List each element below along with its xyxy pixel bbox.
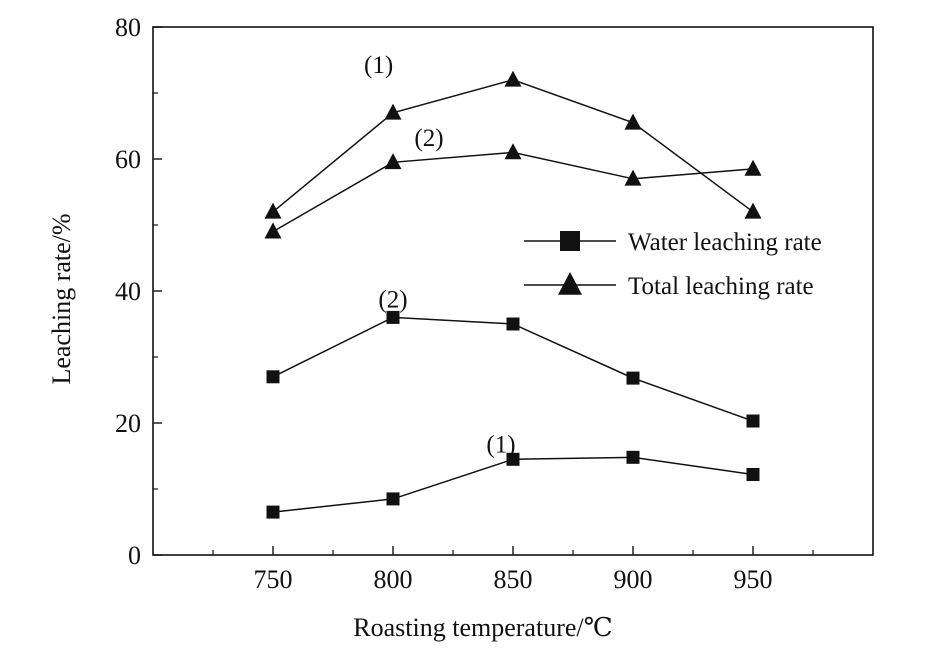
triangle-marker xyxy=(504,70,522,87)
square-marker xyxy=(746,467,760,481)
triangle-marker xyxy=(264,202,282,219)
series-line-1 xyxy=(272,316,754,422)
triangle-marker xyxy=(384,153,402,170)
x-axis-ticks: 750 800 850 900 950 xyxy=(212,546,814,594)
x-tick-label: 800 xyxy=(374,565,413,594)
annotations: (1) (2) (2) (1) xyxy=(364,52,516,459)
x-tick-label: 850 xyxy=(494,565,533,594)
square-marker xyxy=(626,371,640,385)
legend: Water leaching rate Total leaching rate xyxy=(524,229,822,300)
square-marker xyxy=(266,505,280,519)
series-line-3 xyxy=(272,151,754,233)
triangle-marker xyxy=(624,113,642,130)
y-tick-label: 0 xyxy=(128,541,141,570)
y-tick-label: 20 xyxy=(115,409,141,438)
square-marker xyxy=(626,450,640,464)
triangle-marker xyxy=(624,169,642,186)
series-annotation: (2) xyxy=(378,287,407,314)
square-marker xyxy=(386,310,400,324)
triangle-marker xyxy=(504,143,522,160)
y-axis-ticks: 0 20 40 60 80 xyxy=(115,13,162,570)
triangle-marker xyxy=(744,159,762,176)
legend-triangle-marker xyxy=(558,272,582,295)
y-axis-title: Leaching rate/% xyxy=(47,213,76,384)
legend-square-marker xyxy=(560,231,580,251)
triangle-marker xyxy=(744,202,762,219)
x-tick-label: 900 xyxy=(614,565,653,594)
square-marker xyxy=(746,414,760,428)
y-tick-label: 80 xyxy=(115,13,141,42)
series-annotation: (1) xyxy=(364,52,393,79)
legend-label: Total leaching rate xyxy=(628,273,814,300)
y-tick-label: 60 xyxy=(115,145,141,174)
square-marker xyxy=(506,452,520,466)
y-tick-label: 40 xyxy=(115,277,141,306)
legend-label: Water leaching rate xyxy=(628,229,822,256)
square-marker xyxy=(266,370,280,384)
series-markers xyxy=(264,70,762,519)
x-tick-label: 750 xyxy=(254,565,293,594)
triangle-marker xyxy=(384,103,402,120)
square-marker xyxy=(386,492,400,506)
x-axis-title: Roasting temperature/℃ xyxy=(353,613,612,642)
series-annotation: (1) xyxy=(486,432,515,459)
x-tick-label: 950 xyxy=(734,565,773,594)
triangle-marker xyxy=(264,222,282,239)
square-marker xyxy=(506,317,520,331)
series-annotation: (2) xyxy=(414,125,443,152)
